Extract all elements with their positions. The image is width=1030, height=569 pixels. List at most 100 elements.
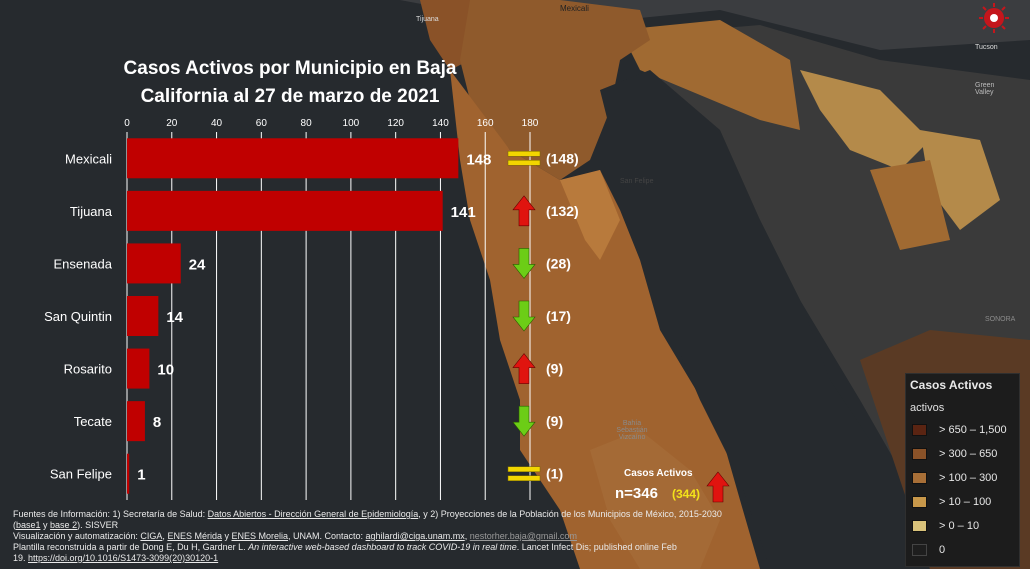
legend-item: > 0 – 10	[912, 518, 979, 534]
virus-logo-icon	[979, 3, 1009, 33]
previous-value-label: (9)	[546, 361, 563, 377]
footer-text: . Lancet Infect Dis; published online Fe…	[516, 542, 677, 552]
bar	[127, 401, 145, 442]
total-previous: (344)	[672, 487, 701, 501]
legend-swatch	[912, 544, 927, 556]
value-label: 24	[189, 256, 206, 273]
footer-link-datos-abiertos[interactable]: Datos Abiertos - Dirección General de Ep…	[207, 509, 419, 519]
footer-line: Fuentes de Información: 1) Secretaría de…	[13, 509, 753, 520]
legend-item: 0	[912, 542, 945, 558]
category-label: Tecate	[74, 414, 112, 429]
map-label-mexicali: Mexicali	[560, 4, 589, 13]
previous-value-label: (9)	[546, 413, 563, 429]
x-tick-label: 0	[124, 118, 130, 129]
equal-bar-top	[507, 151, 541, 157]
arrow-down-icon	[512, 248, 536, 279]
footer-link-enes-merida[interactable]: ENES Mérida	[167, 531, 222, 541]
sonora-region-c	[920, 130, 1000, 230]
value-label: 1	[137, 467, 145, 484]
category-label: Tijuana	[70, 204, 113, 219]
map-label-sonora: SONORA	[985, 316, 1016, 323]
footer-text: Visualización y automatización:	[13, 531, 141, 541]
total-label: Casos Activos	[624, 468, 693, 479]
value-label: 8	[153, 414, 161, 431]
bc-south-coast	[590, 430, 720, 569]
equal-icon	[507, 151, 541, 166]
legend-item-label: > 100 – 300	[939, 472, 998, 484]
category-label: Mexicali	[65, 151, 112, 166]
equal-icon	[507, 466, 541, 481]
footer-text: Fuentes de Información: 1) Secretaría de…	[13, 509, 208, 519]
bc-mexicali	[460, 0, 650, 180]
footer-text: 19.	[13, 553, 29, 563]
map-label-san-felipe: San Felipe	[620, 178, 654, 185]
footer-text: ,	[464, 531, 470, 541]
bar	[127, 296, 159, 336]
chart-title: Casos Activos por Municipio en Baja Cali…	[123, 58, 457, 107]
legend-item: > 650 – 1,500	[912, 422, 1007, 438]
bar	[127, 348, 150, 389]
sonora-region-b	[800, 70, 930, 170]
equal-bar-bottom	[507, 160, 541, 166]
arrow-down-icon	[512, 405, 536, 437]
x-tick-label: 100	[343, 118, 360, 129]
legend-swatch	[912, 472, 927, 484]
bar	[127, 243, 181, 284]
footer-text: , y 2) Proyecciones de la Población de l…	[418, 509, 722, 519]
footer-text: ). SISVER	[77, 520, 119, 530]
footer-text: y	[40, 520, 51, 530]
bar	[127, 190, 443, 231]
bar	[127, 138, 459, 179]
map-label-tijuana: Tijuana	[416, 16, 439, 23]
legend-item: > 100 – 300	[912, 470, 997, 486]
map-label-tucson: Tucson	[975, 44, 998, 51]
x-tick-label: 20	[166, 118, 178, 129]
legend-title: Casos Activos	[910, 378, 993, 392]
category-label: Rosarito	[64, 362, 112, 377]
footer-link-ciga[interactable]: CIGA	[140, 531, 163, 541]
x-tick-label: 160	[477, 118, 494, 129]
value-label: 14	[166, 309, 183, 326]
value-label: 148	[466, 151, 491, 168]
value-label: 10	[157, 362, 174, 379]
previous-value-label: (132)	[546, 203, 579, 219]
legend-swatch	[912, 448, 927, 460]
category-label: San Quintin	[44, 309, 112, 324]
legend-swatch	[912, 520, 927, 532]
footer-link-base2[interactable]: base 2	[50, 520, 78, 530]
category-label: San Felipe	[50, 467, 112, 482]
x-tick-label: 60	[256, 118, 268, 129]
legend-item: > 300 – 650	[912, 446, 997, 462]
footer-link-base1[interactable]: base1	[16, 520, 41, 530]
x-tick-label: 180	[522, 118, 539, 129]
legend-subtitle: activos	[910, 402, 945, 414]
footer-link-doi[interactable]: https://doi.org/10.1016/S1473-3099(20)30…	[28, 553, 219, 563]
legend-swatch	[912, 424, 927, 436]
previous-value-label: (148)	[546, 150, 579, 166]
map-label-green-valley: Green Valley	[975, 82, 995, 96]
x-tick-label: 40	[211, 118, 223, 129]
legend-swatch	[912, 496, 927, 508]
footer-text: ,	[162, 531, 168, 541]
bar	[127, 453, 130, 494]
sonora-region-d	[870, 160, 950, 250]
legend-item: > 10 – 100	[912, 494, 991, 510]
footer-line: 19. https://doi.org/10.1016/S1473-3099(2…	[13, 553, 753, 564]
footer-line: (base1 y base 2). SISVER	[13, 520, 753, 531]
equal-bar-top	[507, 466, 541, 472]
total-arrow-up-icon	[706, 471, 730, 503]
footer-link-enes-morelia[interactable]: ENES Morelia	[231, 531, 289, 541]
previous-value-label: (28)	[546, 255, 571, 271]
footer-line: Visualización y automatización: CIGA, EN…	[13, 531, 753, 542]
arrow-up-icon	[512, 353, 536, 384]
footer-text-italic: An interactive web-based dashboard to tr…	[248, 542, 517, 552]
footer-link-email2[interactable]: nestorher.baja@gmail.com	[469, 531, 577, 541]
footer-sources: Fuentes de Información: 1) Secretaría de…	[13, 509, 753, 564]
map-label-bahia: Bahía Sebastián Vizcaíno	[616, 420, 648, 441]
x-tick-label: 120	[387, 118, 404, 129]
footer-link-email[interactable]: aghilardi@ciga.unam.mx	[365, 531, 465, 541]
bc-inner-coast	[560, 170, 620, 260]
equal-bar-bottom	[507, 475, 541, 481]
sonora-region-a	[620, 20, 800, 130]
